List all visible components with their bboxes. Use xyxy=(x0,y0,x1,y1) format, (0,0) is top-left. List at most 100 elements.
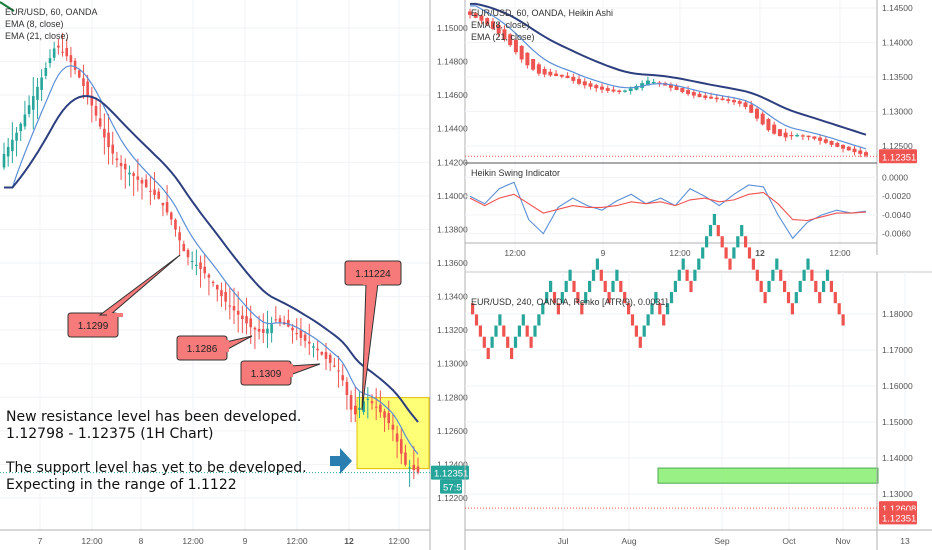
renko-price-axis[interactable]: 1.18000 1.17000 1.16000 1.15000 1.14000 1.130… xyxy=(465,309,917,525)
renko-up-brick xyxy=(673,280,677,293)
renko-down-brick xyxy=(619,280,623,293)
main-candle-body xyxy=(291,327,294,331)
renko-down-brick xyxy=(502,325,506,337)
main-candle-body xyxy=(77,70,81,78)
main-x-tick-label: 7 xyxy=(38,536,43,546)
renko-down-brick xyxy=(638,336,642,348)
main-candle-body xyxy=(349,395,353,410)
main-candle-body xyxy=(128,172,131,175)
heikin-last-price-badge-bg xyxy=(879,149,917,164)
renko-down-brick xyxy=(658,303,662,315)
main-candle-body xyxy=(312,346,315,348)
main-y-tick-label: 1.12600 xyxy=(437,426,468,436)
heikin-candle-body xyxy=(628,88,633,91)
renko-support-zone-box xyxy=(657,467,879,484)
main-price-axis[interactable]: 1.15000 1.14800 1.14600 1.14400 1.14200 1.140… xyxy=(0,23,469,503)
heikin-candle-body xyxy=(743,102,748,107)
main-legend-entry: EMA (8, close) xyxy=(5,19,64,29)
renko-up-brick xyxy=(708,225,713,237)
heikin-candle-body xyxy=(513,39,518,53)
main-y-tick-label: 1.12800 xyxy=(437,392,468,402)
renko-bricks xyxy=(471,213,845,359)
main-candle-body xyxy=(404,452,407,465)
heikin-y-tick-label: 1.12500 xyxy=(882,141,913,151)
renko-up-brick xyxy=(588,280,592,293)
renko-up-brick xyxy=(677,269,681,281)
heikin-candle-body xyxy=(720,98,725,101)
main-ema-21-line xyxy=(4,95,419,423)
heikin-candle-body xyxy=(835,142,840,147)
renko-up-brick xyxy=(537,314,541,326)
main-candle-body xyxy=(136,176,140,180)
heikin-candle-body xyxy=(697,93,702,98)
renko-up-brick xyxy=(794,292,798,304)
main-y-tick-label: 1.12200 xyxy=(437,493,468,503)
heikin-candle-body xyxy=(812,136,817,139)
main-candle-body xyxy=(257,328,261,332)
main-candle-body xyxy=(241,315,244,320)
renko-y-tick-label: 1.16000 xyxy=(882,381,913,391)
renko-y-tick-label: 1.17000 xyxy=(882,345,913,355)
main-x-tick-label: 12:00 xyxy=(388,536,410,546)
renko-up-brick xyxy=(654,292,658,304)
main-candle-body xyxy=(31,96,35,110)
main-candle-body xyxy=(358,407,361,410)
main-candle-body xyxy=(36,86,39,100)
renko-up-brick xyxy=(705,236,709,248)
main-candle-body xyxy=(94,106,98,116)
heikin-candle-body xyxy=(548,71,553,76)
renko-down-brick xyxy=(833,292,837,304)
renko-x-tick-label: Jul xyxy=(558,536,569,546)
main-legend: EUR/USD, 60, OANDA EMA (8, close) EMA (21,… xyxy=(0,1,98,41)
heikin-candle-body xyxy=(617,90,622,93)
heikin-candle-body xyxy=(709,96,714,99)
heikin-candle-body xyxy=(605,88,610,91)
main-candle-body xyxy=(412,464,416,471)
renko-down-brick xyxy=(474,314,479,326)
main-candle-body xyxy=(111,144,115,154)
heikin-price-axis[interactable]: 1.14500 1.14000 1.13500 1.13000 1.125001.123… xyxy=(465,3,917,164)
renko-up-brick xyxy=(740,225,744,237)
renko-up-brick xyxy=(549,280,553,293)
renko-up-brick xyxy=(681,258,685,270)
main-candle-body xyxy=(220,290,223,297)
main-ema-8-line xyxy=(4,65,419,455)
heikin-candle-body xyxy=(611,89,616,92)
renko-y-tick-label: 1.18000 xyxy=(882,309,913,319)
heikin-candle-body xyxy=(800,135,805,137)
heikin-x-tick-label: 12:00 xyxy=(669,248,691,258)
heikin-x-tick-label: 12 xyxy=(755,248,765,258)
main-y-tick-label: 1.13800 xyxy=(437,224,468,234)
heikin-time-axis[interactable]: 12:00 9 12:00 12 12:00 xyxy=(465,242,877,258)
main-countdown-badge-text: 57:55 xyxy=(443,483,467,494)
main-candle-body xyxy=(140,180,144,184)
renko-down-brick xyxy=(818,292,822,304)
main-x-tick-label: 9 xyxy=(243,536,248,546)
heikin-candle-body xyxy=(554,73,559,77)
heikin-candle-body xyxy=(559,74,564,77)
renko-x-tick-label: Sep xyxy=(714,536,729,546)
main-candle-body xyxy=(82,78,85,86)
renko-down-brick xyxy=(779,269,783,281)
heikin-x-tick-label: 12:00 xyxy=(504,248,526,258)
renko-y-tick-label: 1.15000 xyxy=(882,417,913,427)
renko-time-axis[interactable]: Jul Aug Sep Oct Nov 13 xyxy=(465,529,932,546)
main-candle-body xyxy=(57,45,60,48)
callout-joint xyxy=(223,340,229,352)
callout-joint xyxy=(363,281,381,285)
renko-down-brick xyxy=(506,336,510,348)
main-candle-body xyxy=(19,123,23,132)
callout-label: 1.11224 xyxy=(355,269,391,280)
renko-up-brick xyxy=(697,258,701,270)
renko-legend: EUR/USD, 240, OANDA, Renko [ATR(9), 0.00… xyxy=(471,297,668,307)
main-time-axis[interactable]: 7 12:00 8 12:00 9 12:00 12 12:00 xyxy=(0,529,430,546)
heikin-candle-body xyxy=(749,104,754,113)
main-candle-body xyxy=(236,310,240,315)
main-candle-body xyxy=(316,348,319,351)
renko-down-brick xyxy=(603,280,607,293)
main-candle-body xyxy=(61,51,64,53)
heikin-swing-indicator-pane: 0.0000 -0.0020 -0.0040 -0.0060 Heikin Swing … xyxy=(465,168,911,240)
main-candle-body xyxy=(303,334,307,341)
renko-up-brick xyxy=(615,269,619,281)
renko-up-brick xyxy=(498,314,502,326)
